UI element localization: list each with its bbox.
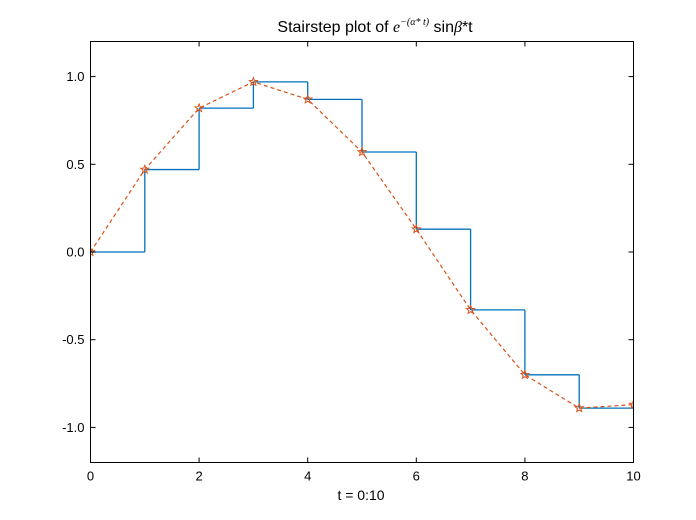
star-marker [193, 102, 205, 113]
y-tick-label: 1.0 [66, 69, 84, 84]
title-prefix: Stairstep plot of [277, 19, 393, 36]
y-tick-label: -0.5 [62, 332, 84, 347]
y-tick-label: 0.5 [66, 157, 84, 172]
title-suffix: *t [462, 19, 473, 36]
star-marker [356, 146, 368, 157]
series-line [90, 81, 634, 409]
star-marker [302, 93, 314, 104]
title-beta: β [453, 19, 462, 36]
y-tick-label: -1.0 [62, 420, 84, 435]
star-marker [139, 163, 151, 175]
star-marker [410, 223, 422, 234]
title-sin: sin [429, 19, 454, 36]
x-axis-label: t = 0:10 [337, 487, 384, 503]
chart-title: Stairstep plot of e−(α* t) sinβ*t [277, 17, 473, 36]
title-exp-base: e [393, 19, 400, 36]
x-tick-label: 2 [195, 469, 202, 484]
star-marker [519, 369, 531, 380]
x-tick-label: 0 [87, 469, 94, 484]
x-tick-label: 8 [521, 469, 528, 484]
star-marker [90, 246, 96, 257]
x-tick-label: 10 [626, 469, 640, 484]
x-tick-label: 6 [413, 469, 420, 484]
y-tick-label: 0.0 [66, 245, 84, 260]
star-marker [573, 402, 585, 413]
star-marker [248, 76, 259, 87]
star-marker [628, 399, 634, 410]
star-marker [465, 304, 476, 315]
ticks-layer: 0 2 4 6 8 10 -1.0 -0.5 0.0 0.5 1.0 [62, 41, 641, 484]
title-exp-exponent: −(α* t) [400, 17, 430, 28]
series-0 [90, 81, 634, 409]
series-1 [90, 76, 634, 413]
series-layer [90, 76, 634, 413]
x-tick-label: 4 [304, 469, 311, 484]
